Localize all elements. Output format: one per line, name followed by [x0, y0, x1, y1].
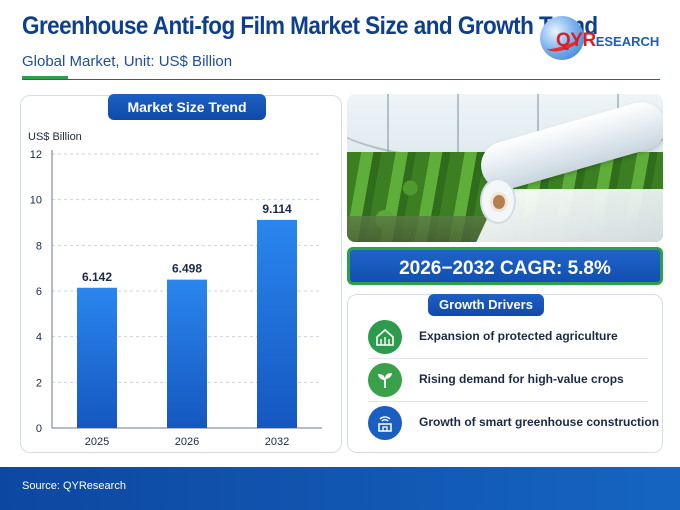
bar-2025 — [77, 287, 117, 428]
y-axis-label: US$ Billion — [28, 131, 82, 143]
greenhouse-frame-bar — [387, 94, 389, 170]
chart-panel-title: Market Size Trend — [108, 94, 266, 120]
driver-item: Rising demand for high-value crops — [368, 363, 648, 399]
growth-drivers-title: Growth Drivers — [428, 294, 544, 316]
smart-building-icon — [368, 406, 402, 440]
bar-value-label: 6.498 — [172, 262, 202, 276]
bar-value-label: 6.142 — [82, 270, 112, 284]
driver-label: Expansion of protected agriculture — [419, 329, 618, 343]
qyresearch-logo: QYRESEARCH — [540, 16, 668, 68]
logo-brand-prefix: QYR — [556, 30, 596, 51]
greenhouse-frame-bar — [457, 94, 459, 170]
header-divider — [22, 79, 660, 80]
globe-icon — [540, 16, 584, 60]
bar-2032 — [257, 219, 297, 428]
film-roll-core — [490, 192, 508, 212]
film-roll-end — [480, 178, 516, 224]
driver-item: Expansion of protected agriculture — [368, 320, 648, 356]
bar-value-label: 9.114 — [262, 202, 292, 216]
driver-item: Growth of smart greenhouse construction — [368, 406, 659, 442]
driver-label: Growth of smart greenhouse construction — [419, 415, 660, 429]
y-tick-label: 8 — [36, 240, 42, 252]
seedling-icon — [368, 363, 402, 397]
page-subtitle: Global Market, Unit: US$ Billion — [22, 53, 233, 70]
greenhouse-film-photo — [347, 94, 663, 242]
bar-2026 — [167, 279, 207, 428]
driver-divider — [368, 401, 648, 402]
y-tick-label: 12 — [30, 149, 42, 161]
cagr-banner: 2026−2032 CAGR: 5.8% — [347, 247, 663, 285]
logo-brand-suffix: ESEARCH — [595, 34, 660, 49]
subtitle-accent-line — [22, 76, 68, 79]
y-tick-label: 2 — [36, 377, 42, 389]
driver-label: Rising demand for high-value crops — [419, 372, 624, 386]
logo-text: QYRESEARCH — [556, 30, 659, 52]
driver-divider — [368, 358, 648, 359]
y-tick-label: 0 — [36, 423, 42, 435]
x-tick-label: 2025 — [85, 436, 109, 448]
y-tick-label: 4 — [36, 332, 42, 344]
y-tick-label: 10 — [30, 195, 42, 207]
x-tick-label: 2032 — [265, 436, 289, 448]
market-size-bar-chart: US$ Billion 0 2 4 6 8 10 12 6.142 2025 6.498 2026 9.… — [28, 131, 322, 448]
y-tick-label: 6 — [36, 286, 42, 298]
source-note: Source: QYResearch — [22, 480, 126, 492]
x-tick-label: 2026 — [175, 436, 199, 448]
greenhouse-icon — [368, 320, 402, 354]
footer-bar: Source: QYResearch — [0, 467, 680, 510]
page-title: Greenhouse Anti-fog Film Market Size and… — [22, 12, 598, 40]
